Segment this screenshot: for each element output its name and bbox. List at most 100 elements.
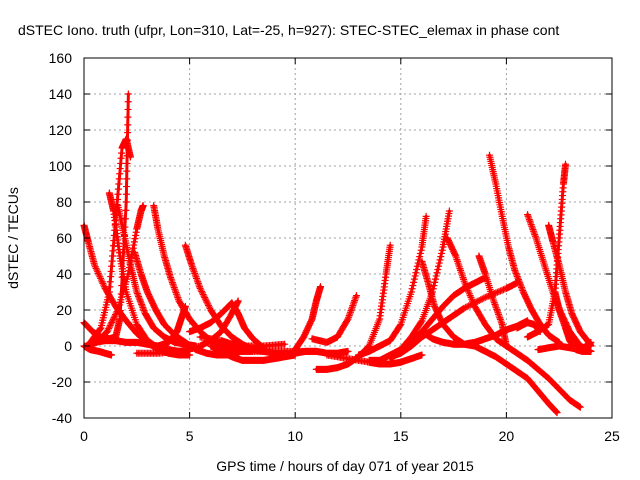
series-arc18 bbox=[291, 283, 325, 354]
data-point-marker bbox=[437, 253, 445, 261]
data-point-marker bbox=[562, 160, 570, 168]
data-point-marker bbox=[139, 303, 147, 311]
data-point-marker bbox=[417, 318, 425, 326]
series-arc36 bbox=[513, 319, 544, 336]
data-point-marker bbox=[529, 226, 537, 234]
data-point-marker bbox=[193, 276, 201, 284]
y-tick-label: 60 bbox=[56, 230, 72, 246]
data-point-marker bbox=[396, 322, 404, 330]
data-point-marker bbox=[418, 351, 426, 359]
data-point-marker bbox=[181, 302, 189, 310]
data-point-marker bbox=[346, 310, 354, 318]
axes: 0 5 10 15 20 25 -40 -20 0 20 40 60 80 100 120 140 160 bbox=[49, 50, 620, 444]
data-point-marker bbox=[415, 256, 423, 264]
data-point-marker bbox=[172, 289, 180, 297]
data-point-marker bbox=[105, 325, 113, 333]
data-point-marker bbox=[351, 295, 359, 303]
y-tick-label: 120 bbox=[49, 122, 73, 138]
data-point-marker bbox=[490, 299, 498, 307]
data-point-marker bbox=[453, 256, 461, 264]
data-point-marker bbox=[514, 274, 522, 282]
x-tick-label: 15 bbox=[393, 428, 409, 444]
data-point-marker bbox=[201, 295, 209, 303]
data-point-marker bbox=[123, 183, 131, 191]
data-point-marker bbox=[518, 285, 526, 293]
data-point-marker bbox=[139, 202, 147, 210]
data-point-marker bbox=[281, 340, 289, 348]
data-point-marker bbox=[495, 312, 503, 320]
data-point-marker bbox=[412, 269, 420, 277]
data-point-marker bbox=[135, 293, 143, 301]
data-point-marker bbox=[494, 309, 502, 317]
x-tick-label: 10 bbox=[287, 428, 303, 444]
data-point-marker bbox=[531, 232, 539, 240]
data-point-marker bbox=[110, 314, 118, 322]
data-point-marker bbox=[124, 270, 132, 278]
data-point-marker bbox=[122, 190, 130, 198]
data-point-marker bbox=[530, 229, 538, 237]
data-point-marker bbox=[458, 272, 466, 280]
data-point-marker bbox=[451, 251, 459, 259]
data-point-marker bbox=[204, 301, 212, 309]
data-point-marker bbox=[134, 291, 142, 299]
data-point-marker bbox=[107, 351, 115, 359]
data-point-marker bbox=[191, 269, 199, 277]
data-point-marker bbox=[137, 299, 145, 307]
series-arc28 bbox=[443, 234, 584, 411]
data-point-marker bbox=[123, 167, 131, 175]
data-point-marker bbox=[345, 312, 353, 320]
data-point-marker bbox=[194, 278, 202, 286]
data-point-marker bbox=[527, 219, 535, 227]
data-point-marker bbox=[112, 311, 120, 319]
data-point-marker bbox=[124, 121, 132, 129]
data-point-marker bbox=[194, 279, 202, 287]
data-point-marker bbox=[587, 338, 595, 346]
data-point-marker bbox=[455, 261, 463, 269]
data-point-marker bbox=[527, 221, 535, 229]
data-point-marker bbox=[511, 268, 519, 276]
data-point-marker bbox=[525, 214, 533, 222]
data-point-marker bbox=[109, 315, 117, 323]
data-point-marker bbox=[409, 282, 417, 290]
data-point-marker bbox=[432, 272, 440, 280]
data-point-marker bbox=[431, 278, 439, 286]
data-point-marker bbox=[431, 275, 439, 283]
series-arc19 bbox=[308, 292, 360, 346]
data-point-marker bbox=[465, 302, 473, 310]
data-point-marker bbox=[167, 275, 175, 283]
data-point-marker bbox=[514, 276, 522, 284]
data-point-marker bbox=[411, 272, 419, 280]
data-point-marker bbox=[498, 286, 506, 294]
series-arc32 bbox=[545, 221, 595, 350]
data-point-marker bbox=[198, 287, 206, 295]
data-point-marker bbox=[113, 308, 121, 316]
data-point-marker bbox=[495, 310, 503, 318]
data-point-marker bbox=[171, 287, 179, 295]
data-point-marker bbox=[434, 266, 442, 273]
grid bbox=[84, 58, 612, 418]
data-point-marker bbox=[496, 287, 504, 295]
data-point-marker bbox=[477, 296, 485, 304]
data-point-marker bbox=[553, 409, 561, 417]
chart-title: dSTEC Iono. truth (ufpr, Lon=310, Lat=-2… bbox=[18, 22, 559, 38]
data-point-marker bbox=[123, 175, 131, 183]
data-point-marker bbox=[347, 307, 355, 315]
data-point-marker bbox=[136, 296, 144, 304]
data-point-marker bbox=[198, 289, 206, 297]
data-point-marker bbox=[130, 241, 138, 249]
data-point-marker bbox=[168, 277, 176, 285]
data-point-marker bbox=[123, 159, 131, 167]
data-point-marker bbox=[516, 279, 524, 287]
data-point-marker bbox=[91, 263, 99, 271]
data-point-marker bbox=[516, 280, 524, 288]
data-point-marker bbox=[317, 283, 325, 291]
x-tick-label: 5 bbox=[186, 428, 194, 444]
data-point-marker bbox=[135, 294, 143, 302]
data-point-marker bbox=[517, 283, 525, 291]
data-point-marker bbox=[524, 212, 532, 220]
data-point-marker bbox=[457, 266, 465, 274]
data-point-marker bbox=[416, 249, 424, 257]
data-point-marker bbox=[106, 321, 114, 329]
data-point-marker bbox=[460, 304, 468, 312]
